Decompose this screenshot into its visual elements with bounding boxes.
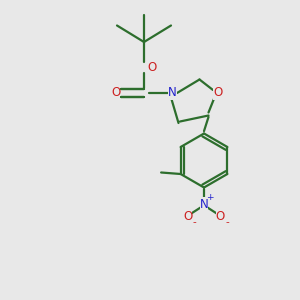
Text: O: O (111, 86, 120, 100)
Text: -: - (192, 217, 196, 227)
Text: O: O (216, 210, 225, 223)
Text: +: + (206, 194, 213, 202)
Text: -: - (225, 217, 229, 227)
Text: O: O (147, 61, 156, 74)
Text: O: O (213, 86, 222, 100)
Text: N: N (168, 86, 177, 100)
Text: N: N (200, 197, 208, 211)
Text: O: O (183, 210, 192, 223)
